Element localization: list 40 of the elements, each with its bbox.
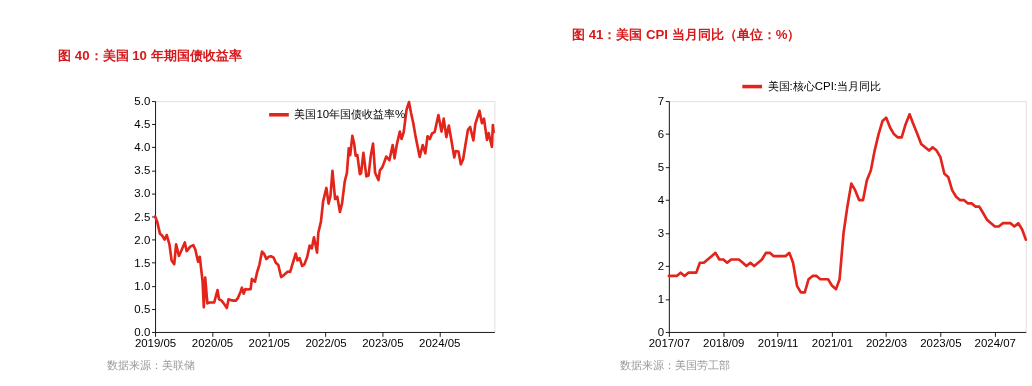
y-tick-label: 0.0 — [134, 325, 151, 338]
legend-label: 美国:核心CPI:当月同比 — [767, 80, 882, 93]
x-tick-label: 2023/05 — [920, 337, 962, 350]
x-tick-label: 2021/05 — [248, 337, 290, 350]
y-tick-label: 4.0 — [134, 141, 151, 154]
y-tick-label: 1 — [657, 293, 665, 305]
x-tick-label: 2023/05 — [362, 337, 404, 350]
line-series — [153, 100, 495, 310]
y-tick-label: 5.0 — [134, 95, 151, 108]
y-tick-label: 0.5 — [134, 302, 151, 315]
legend-label: 美国10年国债收益率% — [294, 108, 406, 121]
y-tick-label: 6 — [657, 128, 665, 141]
x-tick-label: 2021/01 — [811, 337, 854, 350]
y-tick-label: 3.0 — [134, 187, 151, 200]
y-tick-label: 7 — [657, 95, 665, 108]
y-tick-label: 4.5 — [134, 118, 151, 131]
y-tick-label: 2 — [657, 260, 665, 273]
y-tick-label: 2.5 — [134, 210, 151, 223]
x-tick-label: 2017/07 — [648, 337, 691, 350]
y-tick-label: 5 — [657, 161, 665, 174]
x-tick-label: 2024/07 — [974, 337, 1016, 350]
y-tick-label: 2.0 — [134, 233, 151, 246]
y-tick-label: 0 — [657, 325, 665, 338]
x-tick-label: 2018/09 — [703, 337, 745, 350]
x-tick-label: 2024/05 — [419, 337, 461, 350]
y-tick-label: 4 — [657, 194, 665, 207]
chart-title: 图 41：美国 CPI 当月同比（单位：%） — [571, 26, 801, 42]
y-tick-label: 1.0 — [134, 279, 151, 292]
x-tick-label: 2019/11 — [757, 337, 799, 350]
x-tick-label: 2019/05 — [134, 337, 177, 350]
x-tick-label: 2022/03 — [865, 337, 908, 350]
y-tick-label: 3 — [657, 227, 665, 240]
y-tick-label: 1.5 — [134, 256, 151, 269]
line-series — [667, 112, 1028, 294]
source-note: 数据来源：美联储 — [106, 359, 195, 372]
chart-title: 图 40：美国 10 年期国债收益率 — [58, 47, 242, 63]
source-note: 数据来源：美国劳工部 — [620, 359, 731, 372]
x-tick-label: 2022/05 — [305, 337, 347, 350]
y-tick-label: 3.5 — [134, 164, 151, 177]
x-tick-label: 2020/05 — [191, 337, 234, 350]
